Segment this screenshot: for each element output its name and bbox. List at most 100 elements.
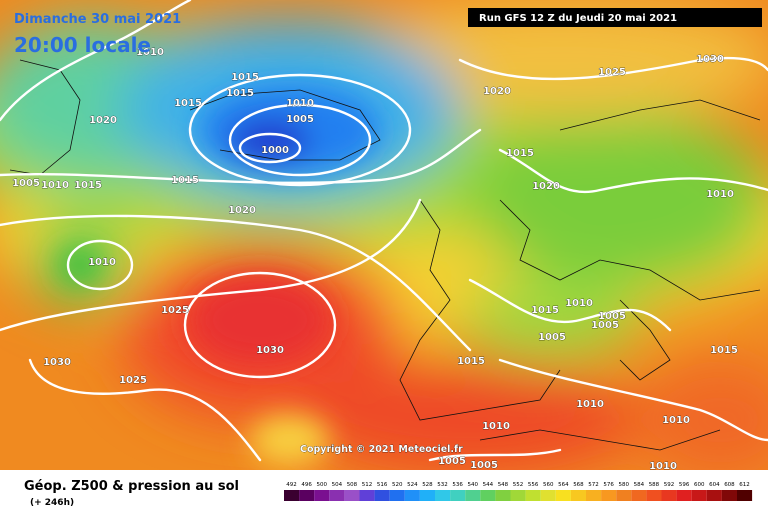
isobar-label: 1010 [286,98,314,109]
scale-swatch [359,490,375,501]
isobar-label: 1010 [649,461,677,472]
scale-label: 604 [709,482,720,488]
scale-swatch [540,490,556,501]
lead-time: (+ 246h) [30,498,74,508]
scale-label: 528 [422,482,433,488]
scale-label: 596 [679,482,690,488]
scale-label: 524 [407,482,418,488]
scale-swatch [404,490,420,501]
isobar-label: 1015 [226,88,254,99]
isobar-label: 1005 [591,320,619,331]
isobar-label: 1015 [171,175,199,186]
color-scale: 492 496 500 504 508 512 516 520 524 528 532 536 540 5… [284,482,753,501]
copyright: Copyright © 2021 Meteociel.fr [300,444,463,455]
scale-swatch [284,490,300,501]
scale-label: 588 [649,482,660,488]
isobar-label: 1020 [89,115,117,126]
scale-swatch [389,490,405,501]
scale-swatch [465,490,481,501]
run-info: Run GFS 12 Z du Jeudi 20 mai 2021 [479,13,677,24]
isobar-label: 1030 [256,345,284,356]
scale-swatch [525,490,541,501]
scale-label: 532 [437,482,448,488]
scale-label: 608 [724,482,735,488]
scale-swatch [344,490,360,501]
isobar-label: 1010 [576,399,604,410]
isobar-label: 1015 [74,180,102,191]
scale-swatch [570,490,586,501]
scale-label: 552 [513,482,524,488]
scale-label: 496 [301,482,312,488]
run-box [468,8,762,27]
scale-label: 592 [664,482,675,488]
isobar-label: 1005 [12,178,40,189]
scale-label: 600 [694,482,705,488]
scale-label: 556 [528,482,539,488]
scale-swatch [706,490,722,501]
scale-label: 540 [468,482,479,488]
isobar-label: 1020 [532,181,560,192]
scale-swatch [601,490,617,501]
isobar-label: 1025 [161,305,189,316]
scale-label: 508 [347,482,358,488]
isobar-label: 1005 [538,332,566,343]
scale-swatch [480,490,496,501]
scale-label: 580 [619,482,630,488]
isobar-label: 1020 [483,86,511,97]
isobar-label: 1010 [88,257,116,268]
isobar-label: 1010 [41,180,69,191]
scale-label: 568 [573,482,584,488]
isobar-label: 1015 [506,148,534,159]
scale-swatch [616,490,632,501]
scale-swatch [510,490,526,501]
isobar-label: 1010 [482,421,510,432]
scale-swatch [661,490,677,501]
scale-label: 536 [452,482,463,488]
footer-title: Géop. Z500 & pression au sol [24,479,239,494]
isobar-label: 1015 [231,72,259,83]
scale-swatch [737,490,753,501]
isobar-label: 1025 [119,375,147,386]
scale-label: 572 [588,482,599,488]
scale-label: 584 [634,482,645,488]
isobar-label: 1005 [598,311,626,322]
scale-swatch [646,490,662,501]
isobar-label: 1005 [438,456,466,467]
scale-swatch [586,490,602,501]
scale-swatch [450,490,466,501]
isobar-label: 1000 [261,145,289,156]
isobar-label: 1015 [531,305,559,316]
isobar-label: 1030 [43,357,71,368]
coastlines [9,59,761,451]
scale-swatch [329,490,345,501]
scale-label: 492 [286,482,297,488]
isobar-label: 1015 [457,356,485,367]
scale-label: 520 [392,482,403,488]
scale-label: 612 [739,482,750,488]
scale-label: 548 [498,482,509,488]
scale-swatch [676,490,692,501]
isobar-label: 1030 [696,54,724,65]
isobar-label: 1015 [174,98,202,109]
scale-swatch [555,490,571,501]
scale-swatch [495,490,511,501]
isobar-label: 1015 [710,345,738,356]
scale-swatch [299,490,315,501]
isobar-label: 1005 [470,460,498,471]
isobar-label: 1020 [228,205,256,216]
isobar-label: 1010 [565,298,593,309]
isobar-label: 1010 [136,47,164,58]
scale-label: 560 [543,482,554,488]
scale-swatch [691,490,707,501]
scale-swatch [631,490,647,501]
scale-label: 516 [377,482,388,488]
scale-label: 544 [483,482,494,488]
scale-label: 576 [603,482,614,488]
scale-swatch [419,490,435,501]
isobar-label: 1010 [662,415,690,426]
scale-label: 564 [558,482,569,488]
scale-swatch [314,490,330,501]
